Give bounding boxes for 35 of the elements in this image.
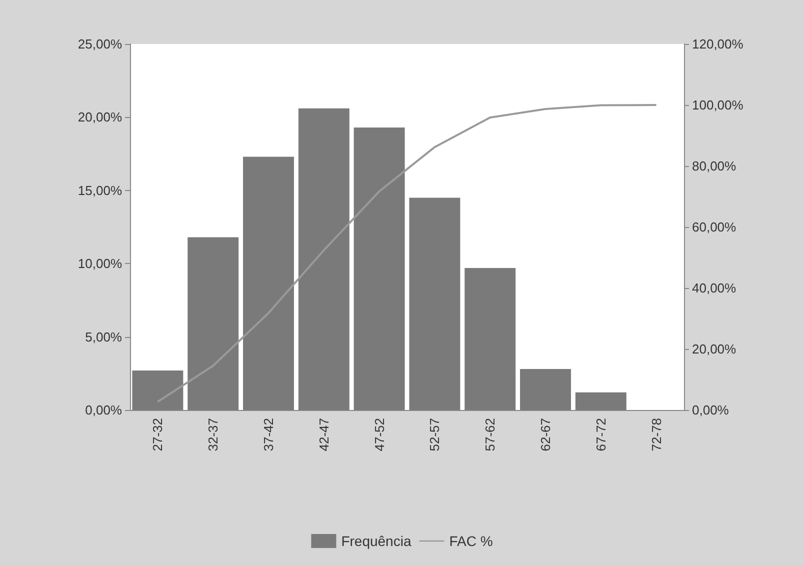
y2-tick-label: 80,00% [692, 158, 737, 174]
x-tick-label: 62-67 [538, 418, 553, 452]
legend-label: FAC % [449, 533, 493, 549]
x-tick-label: 67-72 [593, 418, 608, 452]
bar [298, 108, 350, 410]
y2-tick-label: 120,00% [692, 36, 744, 52]
y2-tick-label: 0,00% [692, 402, 730, 418]
line-series [156, 104, 658, 403]
legend-label: Frequência [341, 533, 412, 549]
x-tick-label: 42-47 [316, 418, 332, 452]
bar [132, 370, 184, 410]
y-tick-label: 25,00% [78, 36, 122, 52]
y-tick-label: 10,00% [78, 256, 122, 272]
y2-tick-label: 40,00% [692, 280, 737, 296]
bar [520, 369, 571, 410]
bar [354, 127, 405, 410]
x-tick-label: 52-57 [427, 418, 442, 452]
y2-tick-label: 60,00% [692, 220, 737, 234]
bar [409, 198, 460, 410]
x-tick-label: 72-78 [648, 418, 664, 452]
bar [188, 237, 239, 410]
bar [575, 392, 626, 410]
bar [464, 268, 516, 410]
y2-tick-label: 20,00% [692, 342, 737, 356]
y-tick-label: 20,00% [78, 110, 122, 125]
x-tick-label: 27-32 [150, 418, 166, 452]
bar [243, 156, 294, 410]
x-tick-label: 32-37 [206, 418, 221, 452]
y-tick-label: 5,00% [85, 329, 122, 344]
x-tick-label: 37-42 [261, 418, 276, 452]
y2-tick-label: 100,00% [692, 98, 744, 112]
y-tick-label: 0,00% [85, 402, 122, 418]
x-tick-label: 57-62 [482, 418, 498, 452]
y-tick-label: 15,00% [78, 182, 122, 198]
x-tick-label: 47-52 [372, 418, 387, 452]
